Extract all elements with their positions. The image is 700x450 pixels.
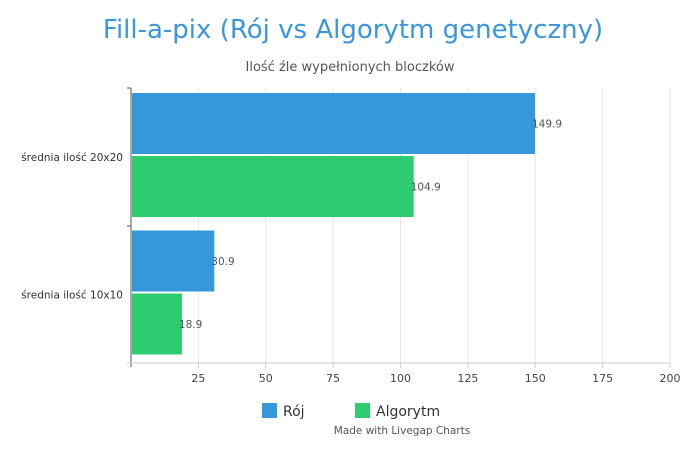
axes: 25 50 75 100 125 150 175 200 średnia ilość 20x20… (21, 87, 681, 385)
bar-algorytm[interactable] (132, 156, 414, 217)
data-label: 30.9 (211, 256, 234, 268)
legend-label[interactable]: Rój (283, 404, 305, 420)
data-label: 149.9 (532, 119, 562, 131)
bars: 149.9 104.9 30.9 18.9 (132, 93, 562, 355)
x-tick-label: 25 (191, 372, 205, 385)
legend: Rój Algorytm (262, 403, 440, 420)
category-label: średnia ilość 10x10 (21, 289, 123, 301)
x-tick-label: 125 (457, 372, 478, 385)
x-tick-label: 200 (660, 372, 681, 385)
x-tick-label: 175 (592, 372, 613, 385)
legend-swatch[interactable] (262, 403, 277, 418)
x-tick-label: 75 (326, 372, 340, 385)
bar-rój[interactable] (132, 93, 535, 154)
legend-label[interactable]: Algorytm (376, 404, 440, 420)
bar-rój[interactable] (132, 230, 215, 292)
chart-title: Fill-a-pix (Rój vs Algorytm genetyczny) (103, 15, 603, 45)
data-label: 18.9 (179, 319, 202, 331)
data-label: 104.9 (411, 182, 441, 194)
x-tick-label: 150 (525, 372, 546, 385)
credit-text: Made with Livegap Charts (334, 425, 470, 437)
category-label: średnia ilość 20x20 (21, 152, 123, 164)
bar-algorytm[interactable] (132, 293, 182, 355)
x-tick-label: 100 (390, 372, 411, 385)
x-tick-label: 50 (259, 372, 273, 385)
legend-swatch[interactable] (355, 403, 370, 418)
chart-subtitle: Ilość źle wypełnionych bloczków (246, 60, 455, 75)
